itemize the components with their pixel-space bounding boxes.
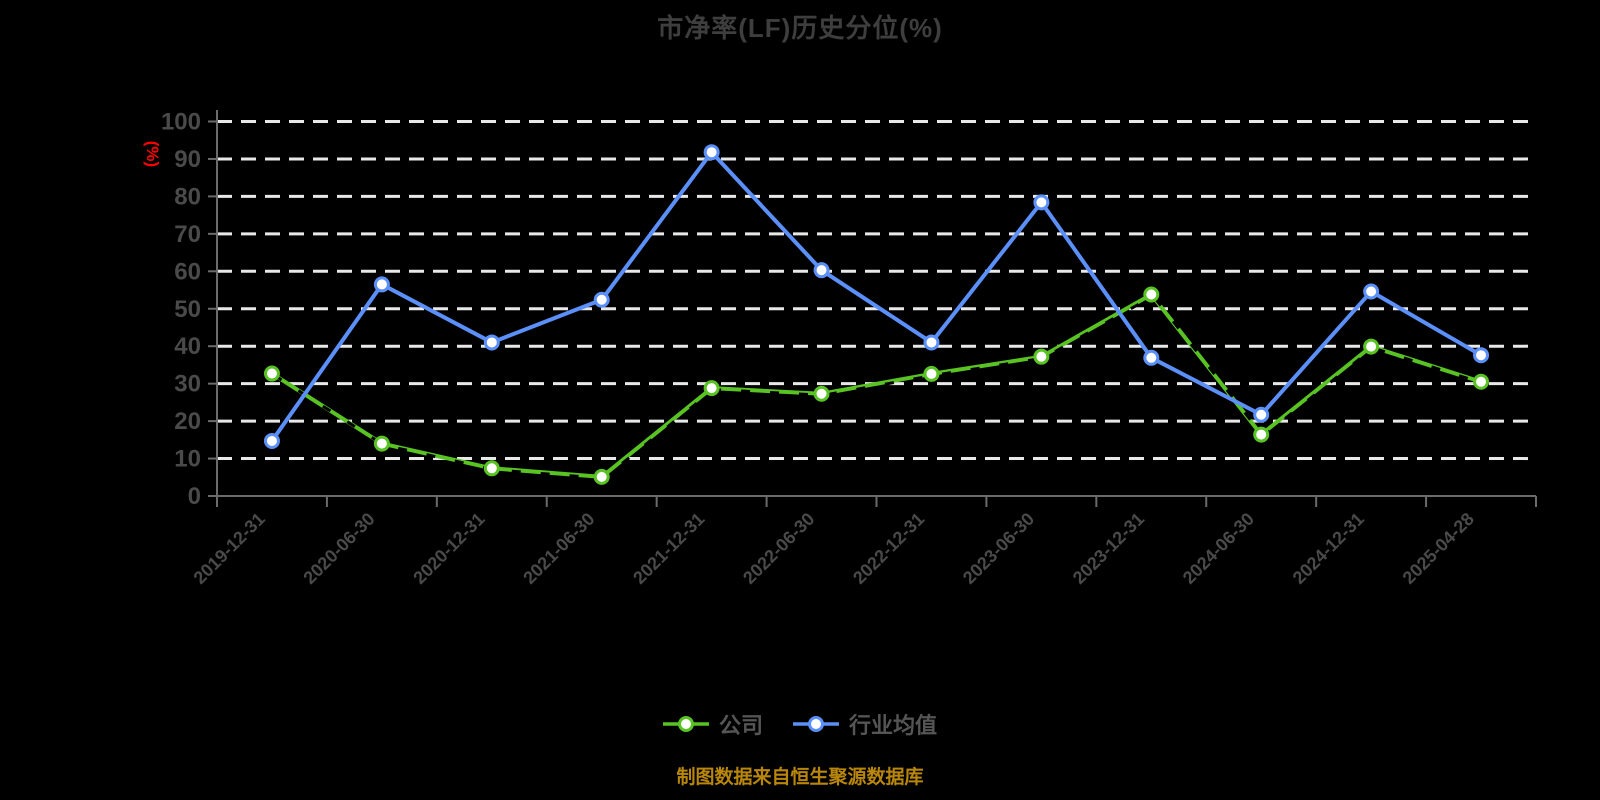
y-tick-label: 80 xyxy=(174,183,201,210)
y-tick-label: 40 xyxy=(174,333,201,360)
series-industry-average-points xyxy=(263,144,1490,449)
data-point[interactable] xyxy=(483,460,500,477)
legend-item-industry-average[interactable]: 行业均值 xyxy=(793,708,937,740)
x-tick-label: 2025-04-28 xyxy=(1399,509,1478,588)
y-tick-label: 30 xyxy=(174,371,201,398)
data-point[interactable] xyxy=(813,262,830,279)
data-point[interactable] xyxy=(593,291,610,308)
y-tick-label: 70 xyxy=(174,221,201,248)
data-source-note: 制图数据来自恒生聚源数据库 xyxy=(676,767,924,788)
x-axis: 2019-12-31 2020-06-30 2020-12-31 2021-06-30… xyxy=(190,495,1537,588)
y-tick-label: 60 xyxy=(174,258,201,285)
data-point[interactable] xyxy=(483,334,500,351)
data-point[interactable] xyxy=(263,432,280,449)
y-tick-label: 20 xyxy=(174,408,201,435)
data-point[interactable] xyxy=(923,365,940,382)
legend-item-company[interactable]: 公司 xyxy=(662,708,763,740)
y-tick-label: 90 xyxy=(174,146,201,173)
company-line[interactable] xyxy=(269,292,1484,479)
data-point[interactable] xyxy=(1363,338,1380,355)
y-tick-label: 100 xyxy=(161,109,201,136)
data-point[interactable] xyxy=(1473,373,1490,390)
x-tick-label: 2022-12-31 xyxy=(849,509,928,588)
data-point[interactable] xyxy=(263,365,280,382)
series-industry-average xyxy=(269,150,1484,443)
x-tick-label: 2022-06-30 xyxy=(739,509,818,588)
data-point[interactable] xyxy=(1473,347,1490,364)
y-axis: 0 10 20 30 40 50 60 70 80 90 100 xyxy=(161,109,218,510)
gridlines xyxy=(217,120,1536,461)
data-point[interactable] xyxy=(1253,406,1270,423)
data-point[interactable] xyxy=(1033,348,1050,365)
data-point[interactable] xyxy=(1033,194,1050,211)
legend: 公司 行业均值 xyxy=(0,708,1600,740)
data-point[interactable] xyxy=(373,435,390,452)
data-point[interactable] xyxy=(923,334,940,351)
data-point[interactable] xyxy=(1363,283,1380,300)
x-tick-label: 2023-12-31 xyxy=(1069,509,1148,588)
data-point[interactable] xyxy=(1143,349,1160,366)
data-point[interactable] xyxy=(1253,426,1270,443)
data-point[interactable] xyxy=(1143,286,1160,303)
industry-average-line-marker-icon xyxy=(793,716,839,732)
x-tick-label: 2020-12-31 xyxy=(409,509,488,588)
data-point[interactable] xyxy=(703,144,720,161)
series-company-points xyxy=(263,286,1490,485)
x-tick-label: 2021-06-30 xyxy=(519,509,598,588)
chart-title: 市净率(LF)历史分位(%) xyxy=(657,13,943,43)
data-point[interactable] xyxy=(813,385,830,402)
legend-label-company: 公司 xyxy=(718,713,763,738)
data-point[interactable] xyxy=(593,468,610,485)
x-tick-label: 2019-12-31 xyxy=(190,509,269,588)
industry-average-line[interactable] xyxy=(269,150,1484,443)
x-tick-label: 2020-06-30 xyxy=(299,509,378,588)
y-tick-label: 50 xyxy=(174,296,201,323)
y-tick-label: 0 xyxy=(188,483,201,510)
series-company xyxy=(269,292,1484,480)
x-tick-label: 2024-06-30 xyxy=(1179,509,1258,588)
plot-area: 0 10 20 30 40 50 60 70 80 90 100 2019-12-31 2020-06-… xyxy=(161,109,1537,588)
data-point[interactable] xyxy=(373,276,390,293)
x-tick-label: 2023-06-30 xyxy=(959,509,1038,588)
x-tick-label: 2024-12-31 xyxy=(1289,509,1368,588)
x-tick-label: 2021-12-31 xyxy=(629,509,708,588)
y-tick-label: 10 xyxy=(174,446,201,473)
company-line-marker-icon xyxy=(662,716,709,732)
legend-label-industry-average: 行业均值 xyxy=(849,713,938,738)
data-point[interactable] xyxy=(703,380,720,397)
